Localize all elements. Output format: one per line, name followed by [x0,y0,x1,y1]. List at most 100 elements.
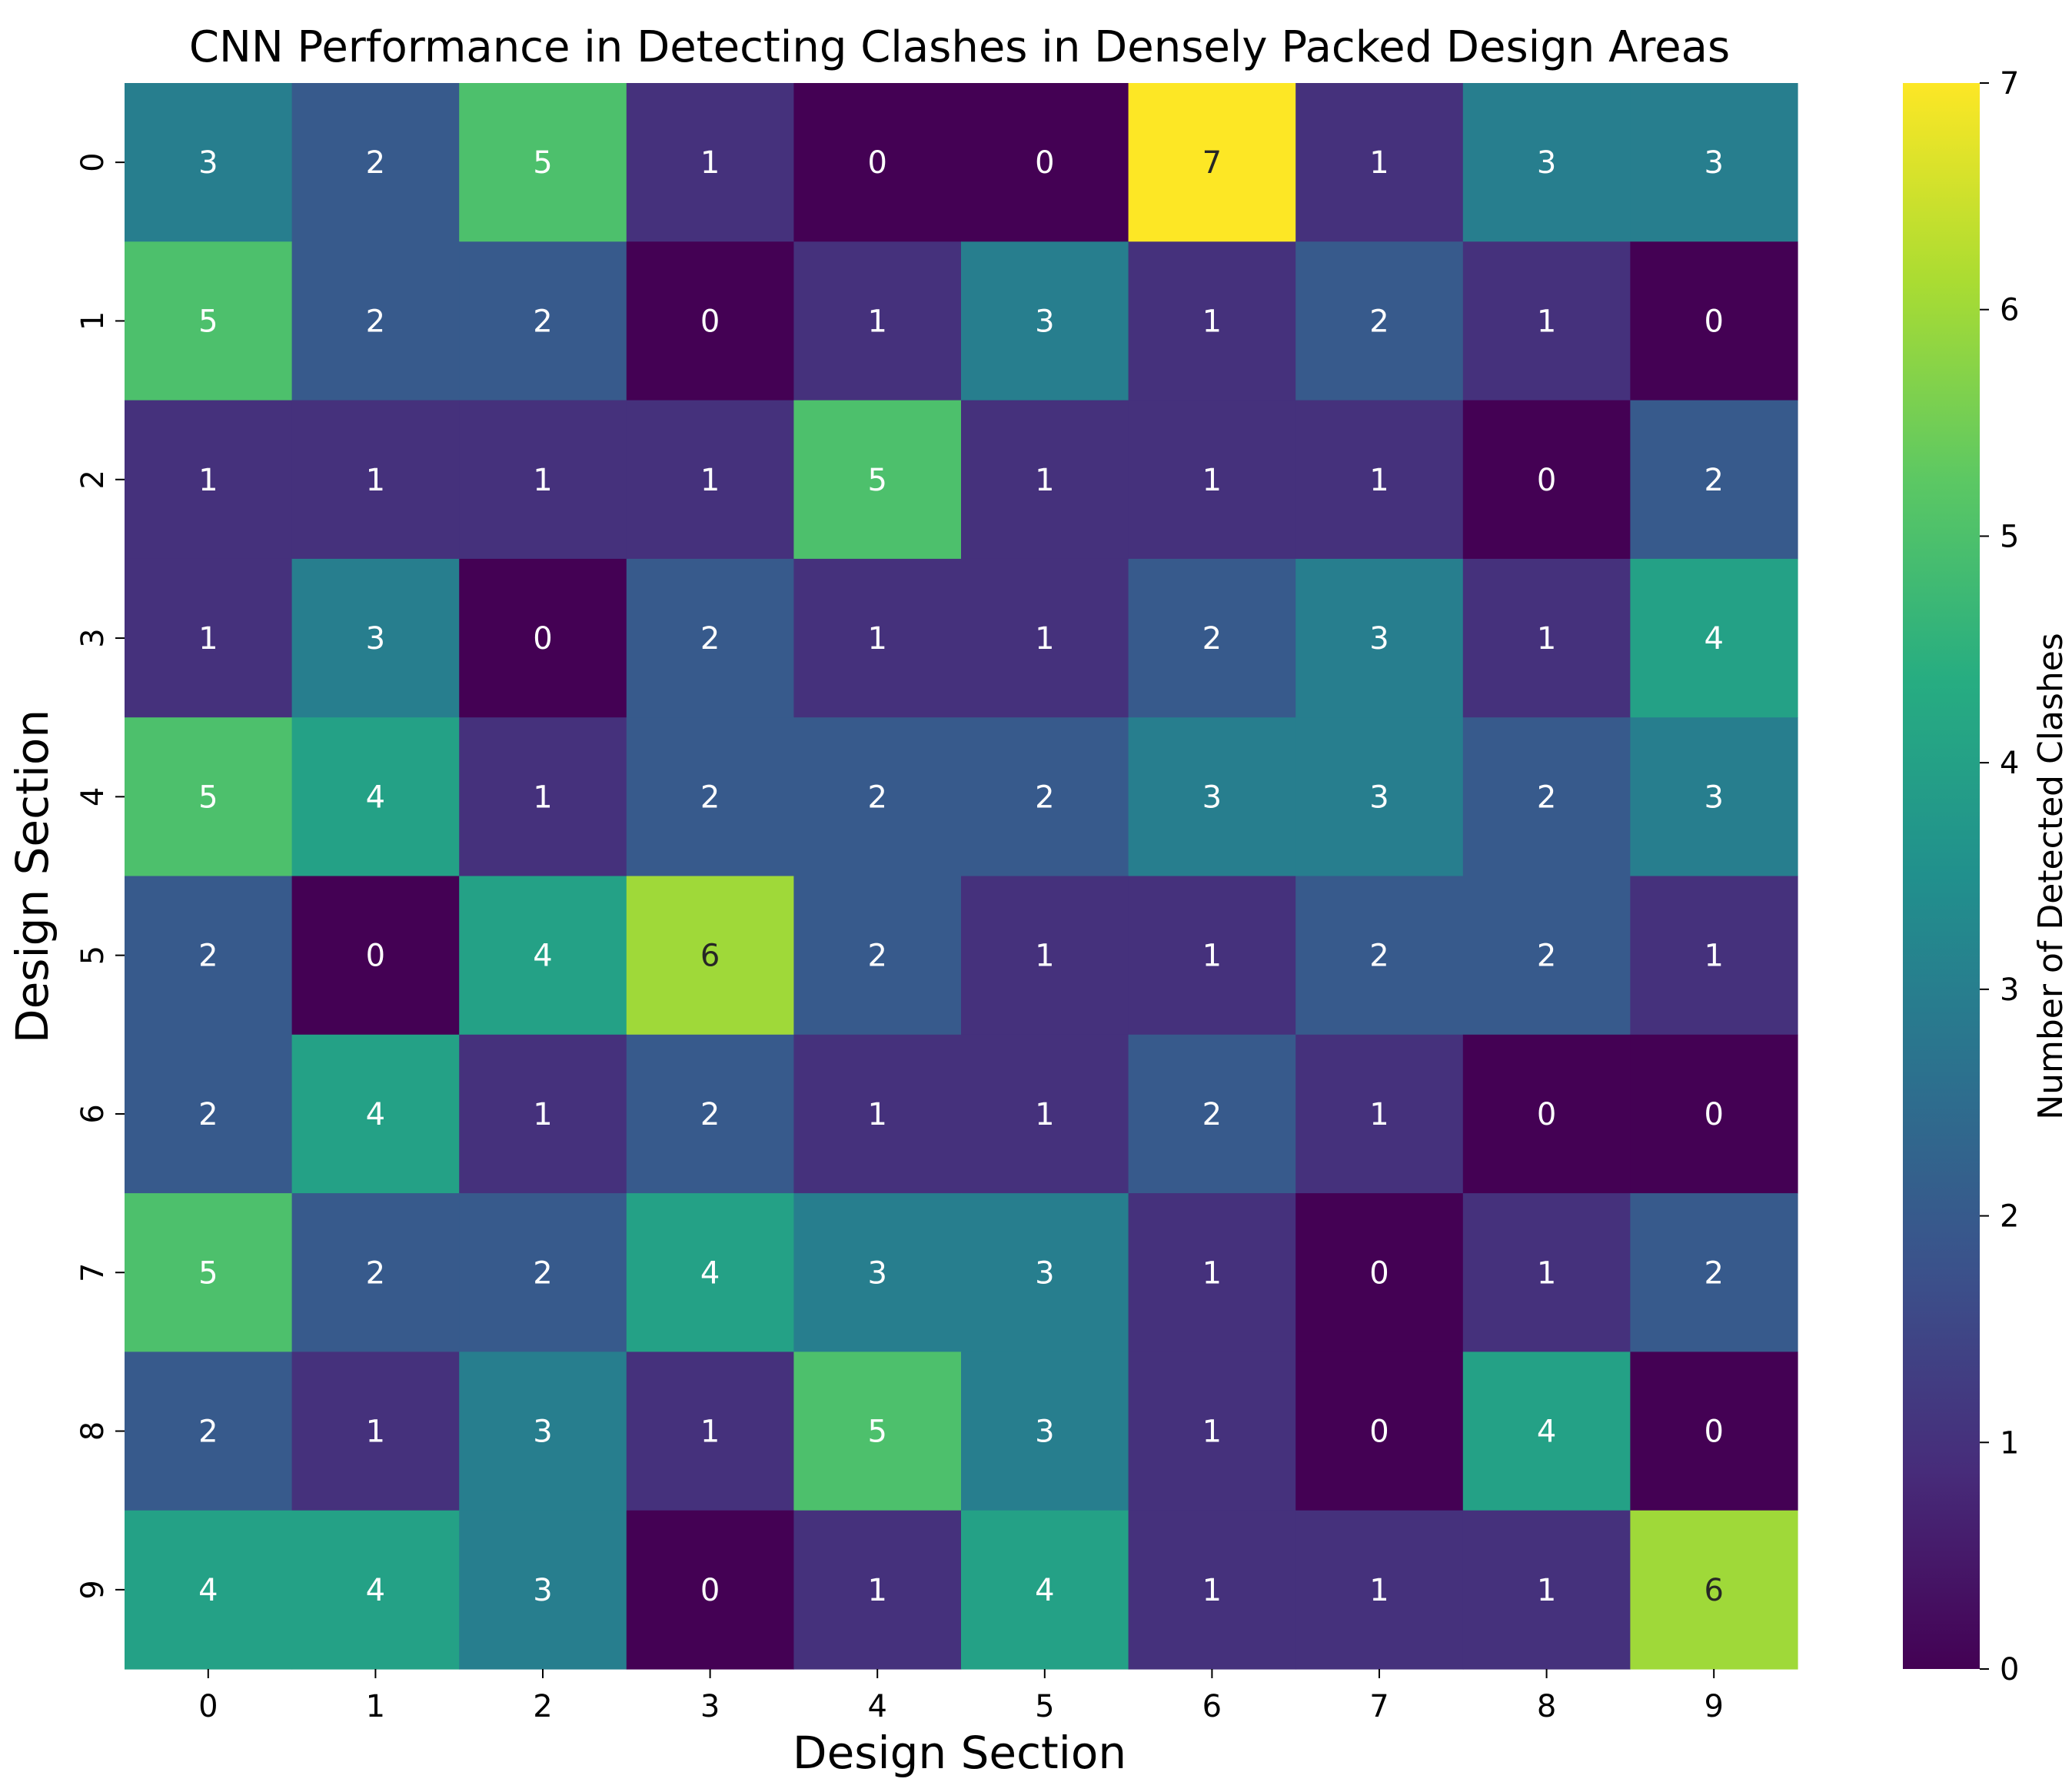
cell-value-label: 3 [366,621,385,657]
heatmap-cell [1128,1351,1296,1511]
cell-value-label: 0 [1369,1255,1389,1291]
cell-value-label: 1 [198,463,218,498]
cell-value-label: 1 [867,304,886,339]
heatmap-cell [125,241,293,401]
cell-value-label: 3 [1202,780,1222,815]
cell-value-label: 2 [1202,1097,1222,1132]
cell-value-label: 2 [533,1255,552,1291]
heatmap-cell [125,1351,293,1511]
heatmap-cell [1630,558,1798,718]
cell-value-label: 5 [867,1415,886,1450]
y-tick-label: 2 [75,470,111,489]
heatmap-cell [1630,1510,1798,1670]
cell-value-label: 3 [533,1415,552,1450]
heatmap-cell [793,1034,962,1194]
colorbar-tick-label: 0 [2000,1652,2019,1687]
heatmap-cell [1630,1351,1798,1511]
heatmap-cell [793,1351,962,1511]
colorbar-label: Number of Detected Clashes [2031,633,2070,1120]
cell-value-label: 4 [198,1573,218,1608]
cell-value-label: 3 [1035,1255,1054,1291]
cell-value-label: 4 [533,939,552,974]
cell-value-label: 5 [198,304,218,339]
cell-value-label: 1 [867,1573,886,1608]
cell-value-label: 4 [366,1097,385,1132]
cell-value-label: 2 [700,621,720,657]
cell-value-label: 0 [1704,1097,1723,1132]
heatmap-cell [1630,717,1798,877]
cell-value-label: 2 [198,939,218,974]
x-tick-label: 6 [1202,1689,1222,1724]
x-tick-label: 8 [1537,1689,1556,1724]
cell-value-label: 4 [1035,1573,1054,1608]
heatmap-cell [961,83,1129,242]
heatmap-cell [1462,241,1631,401]
cell-value-label: 4 [366,780,385,815]
cell-value-label: 1 [867,1097,886,1132]
cell-value-label: 1 [1202,304,1222,339]
cell-value-label: 1 [366,1415,385,1450]
cell-value-label: 6 [1704,1573,1723,1608]
heatmap-cells: 3 2 5 1 0 0 7 1 3 3 5 2 2 0 1 3 1 2 1 0 1 1 1 1 5 1 1 1 0 2 1 3 0 2 1 1 2 3 1 4… [125,83,1798,1670]
y-axis-ticks: 0 1 2 3 4 5 6 7 8 9 [75,152,125,1600]
cell-value-label: 1 [867,621,886,657]
heatmap-cell [291,83,460,242]
cell-value-label: 2 [533,304,552,339]
colorbar-ticks: 0 1 2 3 4 5 6 7 [1980,66,2019,1687]
heatmap-cell [125,1034,293,1194]
cell-value-label: 2 [366,145,385,181]
cell-value-label: 1 [533,780,552,815]
cell-value-label: 1 [1035,463,1054,498]
y-tick-label: 8 [75,1421,111,1441]
cell-value-label: 2 [1369,304,1389,339]
cell-value-label: 5 [198,1255,218,1291]
y-tick-label: 4 [75,787,111,806]
heatmap-cell [1128,876,1296,1036]
cell-value-label: 2 [1202,621,1222,657]
cell-value-label: 2 [1704,1255,1723,1291]
cell-value-label: 1 [1202,463,1222,498]
heatmap-cell [1462,717,1631,877]
cell-value-label: 3 [1704,780,1723,815]
heatmap-cell [459,1034,627,1194]
heatmap-cell [793,876,962,1036]
heatmap-cell [291,717,460,877]
cell-value-label: 1 [533,1097,552,1132]
colorbar-tick-label: 7 [2000,66,2019,101]
heatmap-cell [793,1510,962,1670]
cell-value-label: 1 [1035,939,1054,974]
heatmap-cell [291,1034,460,1194]
cell-value-label: 1 [1537,304,1556,339]
heatmap-cell [626,241,794,401]
cell-value-label: 2 [1537,939,1556,974]
cell-value-label: 0 [1035,145,1054,181]
cell-value-label: 1 [1202,1255,1222,1291]
heatmap-cell [291,1510,460,1670]
colorbar-tick-label: 4 [2000,746,2019,781]
cell-value-label: 3 [198,145,218,181]
heatmap-cell [459,558,627,718]
heatmap-cell [961,1351,1129,1511]
cell-value-label: 0 [1704,1415,1723,1450]
heatmap-cell [459,241,627,401]
heatmap-cell [626,400,794,560]
heatmap-cell [626,1351,794,1511]
y-tick-label: 6 [75,1104,111,1123]
heatmap-cell [1128,1510,1296,1670]
heatmap-cell [626,876,794,1036]
heatmap-cell [1295,241,1464,401]
heatmap-cell [626,1034,794,1194]
heatmap-cell [1295,876,1464,1036]
cell-value-label: 3 [867,1255,886,1291]
cell-value-label: 2 [867,939,886,974]
cell-value-label: 1 [1035,1097,1054,1132]
cell-value-label: 0 [867,145,886,181]
y-tick-label: 5 [75,946,111,965]
heatmap-cell [1630,1034,1798,1194]
cell-value-label: 1 [1537,621,1556,657]
cell-value-label: 4 [366,1573,385,1608]
heatmap-cell [1462,1034,1631,1194]
colorbar-tick-label: 3 [2000,972,2019,1008]
heatmap-cell [793,241,962,401]
heatmap-cell [1630,400,1798,560]
